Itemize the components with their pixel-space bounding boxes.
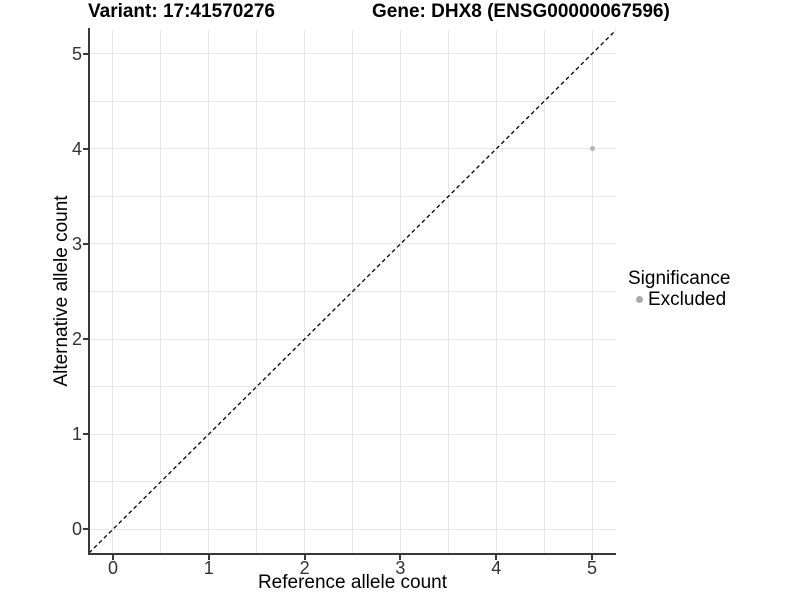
gridline-horizontal-2 — [89, 338, 616, 340]
y-tick-5 — [83, 52, 88, 55]
gridline-horizontal-4 — [89, 148, 616, 150]
gene-title: Gene: DHX8 (ENSG00000067596) — [372, 1, 670, 22]
x-tick-label-4: 4 — [491, 558, 502, 578]
y-tick-label-1: 1 — [71, 424, 82, 445]
data-point-0 — [589, 146, 595, 152]
gridline-horizontal-3.5 — [89, 195, 616, 197]
x-tick-label-1: 1 — [203, 558, 214, 578]
y-tick-2 — [83, 338, 88, 341]
gridline-horizontal-4.5 — [89, 100, 616, 102]
x-tick-label-5: 5 — [587, 558, 598, 578]
x-tick-label-3: 3 — [395, 558, 406, 578]
y-tick-1 — [83, 433, 88, 436]
x-tick-4 — [495, 555, 498, 560]
y-tick-3 — [83, 242, 88, 245]
x-tick-2 — [303, 555, 306, 560]
y-axis-line — [88, 28, 90, 555]
y-tick-4 — [83, 147, 88, 150]
gridline-horizontal-5 — [89, 53, 616, 55]
x-tick-1 — [207, 555, 210, 560]
x-tick-5 — [591, 555, 594, 560]
gridline-horizontal-3 — [89, 243, 616, 245]
x-tick-0 — [111, 555, 114, 560]
legend-dot-icon — [636, 296, 643, 303]
x-tick-label-2: 2 — [299, 558, 310, 578]
x-tick-label-0: 0 — [107, 558, 118, 578]
y-tick-label-0: 0 — [71, 519, 82, 540]
gridline-horizontal-0 — [89, 528, 616, 530]
gridline-horizontal-1 — [89, 433, 616, 435]
y-tick-label-3: 3 — [71, 233, 82, 254]
legend-item-label: Excluded — [648, 289, 727, 310]
legend: Significance Excluded — [628, 268, 730, 310]
y-tick-label-5: 5 — [71, 43, 82, 64]
gridline-horizontal-1.5 — [89, 386, 616, 388]
legend-item-excluded: Excluded — [636, 289, 730, 310]
y-tick-label-4: 4 — [71, 138, 82, 159]
legend-title: Significance — [628, 268, 731, 289]
y-tick-label-2: 2 — [71, 329, 82, 350]
identity-line — [89, 30, 616, 553]
x-axis-line — [88, 553, 616, 555]
y-tick-0 — [83, 528, 88, 531]
y-axis-title: Alternative allele count — [51, 195, 72, 387]
gridline-horizontal-0.5 — [89, 481, 616, 483]
x-axis-title: Reference allele count — [257, 572, 448, 593]
plot-panel — [89, 30, 616, 553]
x-tick-3 — [399, 555, 402, 560]
variant-title: Variant: 17:41570276 — [88, 1, 275, 22]
